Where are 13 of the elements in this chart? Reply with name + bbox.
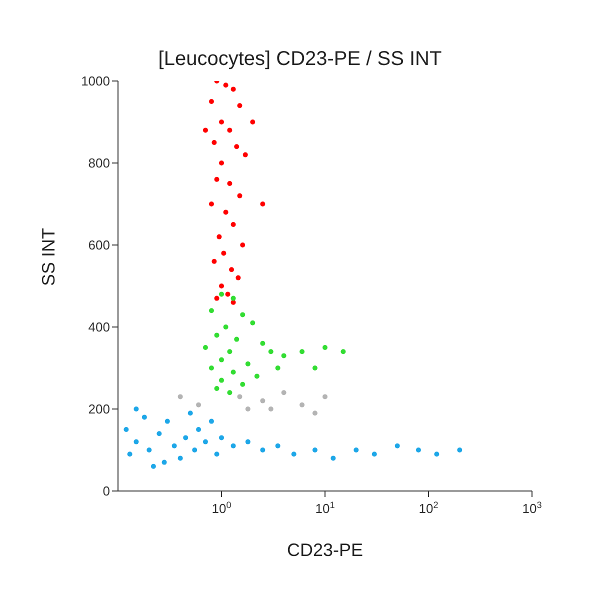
y-tick-label: 800 [88, 156, 110, 171]
y-tick-label: 400 [88, 320, 110, 335]
x-axis-title: CD23-PE [286, 540, 364, 560]
y-tick-label: 0 [102, 484, 110, 499]
y-axis-title: SS INT [38, 228, 58, 286]
x-tick-label: 10$^{2}$ [418, 500, 438, 516]
y-tick-label: 600 [88, 238, 110, 253]
y-tick-label: 1000 [81, 74, 110, 89]
x-tick-label: 10$^{0}$ [212, 500, 232, 516]
x-tick-label: 10$^{1}$ [315, 500, 335, 516]
x-tick-label: 10$^{3}$ [522, 500, 542, 516]
chart-title: [Leucocytes] CD23-PE / SS INT [157, 47, 443, 71]
y-tick-label: 200 [88, 402, 110, 417]
